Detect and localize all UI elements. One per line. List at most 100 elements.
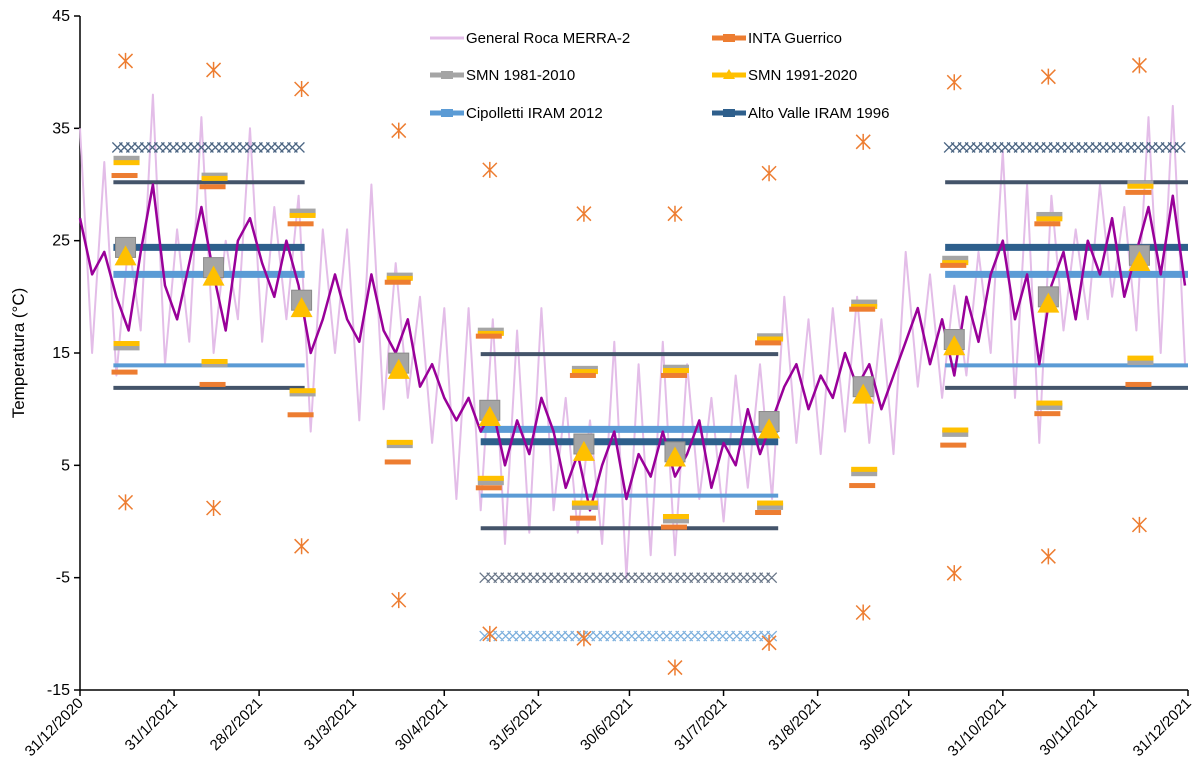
inta-low	[475, 485, 502, 491]
inta-high	[849, 306, 876, 312]
smn91-high	[201, 175, 228, 181]
y-tick-label: 15	[52, 345, 70, 362]
x-tick-label: 30/11/2021	[1036, 695, 1100, 759]
smn91-mean	[1037, 292, 1060, 313]
inta-low	[940, 442, 967, 448]
smn81-low	[1127, 357, 1154, 365]
smn91-low	[1127, 355, 1154, 361]
smn91-high	[386, 275, 413, 281]
inta-abs-max	[1131, 57, 1147, 74]
inta-low	[199, 381, 226, 387]
smn91-mean	[290, 297, 313, 318]
inta-abs-min	[391, 592, 407, 609]
smn91-mean	[478, 406, 501, 427]
inta-abs-max	[761, 165, 777, 182]
smn91-high	[477, 330, 504, 336]
smn91-high	[662, 367, 689, 373]
inta-low	[384, 459, 411, 465]
smn91-mean	[572, 440, 595, 461]
inta-abs-min	[761, 634, 777, 651]
smn91-mean	[1128, 251, 1151, 272]
inta-abs-min	[482, 625, 498, 642]
smn91-low	[201, 358, 228, 364]
inta-high	[755, 340, 782, 346]
y-tick-label: 25	[52, 233, 70, 250]
smn91-mean	[852, 383, 875, 404]
smn91-low	[571, 500, 598, 506]
inta-abs-max	[946, 74, 962, 91]
smn81-high	[289, 208, 316, 216]
inta-abs-max	[667, 205, 683, 222]
inta-abs-max	[1040, 68, 1056, 85]
y-tick-label: 5	[61, 457, 70, 474]
x-tick-label: 30/6/2021	[577, 695, 636, 754]
inta-low	[1034, 411, 1061, 417]
y-tick-label: -5	[56, 570, 70, 587]
y-tick-label: 45	[52, 8, 70, 25]
data-line	[78, 183, 1187, 512]
smn81-low	[477, 478, 504, 486]
smn81-high	[113, 155, 140, 163]
inta-high	[111, 173, 138, 179]
inta-abs-min	[576, 630, 592, 647]
smn91-high	[289, 212, 316, 218]
inta-high	[384, 279, 411, 285]
smn91-low	[477, 475, 504, 481]
inta-high	[199, 184, 226, 190]
legend-label: SMN 1991-2020	[748, 67, 857, 84]
inta-low	[569, 515, 596, 521]
x-tick-label: 31/1/2021	[122, 695, 181, 754]
legend-marker	[441, 71, 453, 79]
inta-high	[287, 221, 314, 227]
smn91-low	[662, 514, 689, 520]
smn81-low	[851, 469, 878, 477]
y-axis-label: Temperatura (°C)	[9, 288, 28, 419]
legend-label: General Roca MERRA-2	[466, 30, 630, 47]
inta-high	[660, 372, 687, 378]
smn91-low	[851, 466, 878, 472]
smn91-high	[113, 160, 140, 166]
smn91-low	[113, 341, 140, 347]
x-tick-label: 30/4/2021	[392, 695, 451, 754]
inta-low	[849, 483, 876, 489]
smn91-low	[1036, 400, 1063, 406]
smn81-high	[1036, 211, 1063, 219]
x-tick-label: 31/3/2021	[301, 695, 360, 754]
data-line	[79, 93, 1186, 579]
x-tick-label: 31/12/2021	[1130, 695, 1195, 760]
inta-abs-max	[482, 161, 498, 178]
smn91-low	[757, 500, 784, 506]
legend-marker	[441, 109, 453, 117]
smn81-low	[113, 343, 140, 351]
inta-low	[287, 412, 314, 418]
smn81-high	[851, 299, 878, 307]
x-tick-label: 31/5/2021	[486, 695, 545, 754]
inta-abs-max	[576, 205, 592, 222]
legend-marker	[723, 69, 735, 79]
smn91-high	[757, 336, 784, 342]
smn91-low	[942, 427, 969, 433]
inta-abs-max	[206, 61, 222, 78]
inta-abs-min	[855, 604, 871, 621]
seasonal-extreme	[479, 630, 778, 642]
smn81-low	[942, 429, 969, 437]
inta-abs-max	[294, 81, 310, 98]
x-tick-label: 31/10/2021	[945, 695, 1010, 760]
inta-abs-min	[1131, 516, 1147, 533]
smn91-mean	[114, 245, 137, 266]
y-tick-label: 35	[52, 120, 70, 137]
inta-abs-min	[946, 565, 962, 582]
legend-marker	[723, 34, 735, 42]
smn91-high	[571, 369, 598, 375]
inta-low	[1125, 381, 1152, 387]
legend-label: Alto Valle IRAM 1996	[748, 105, 889, 122]
seasonal-extreme	[479, 572, 778, 584]
smn91-high	[851, 303, 878, 309]
smn91-mean	[202, 265, 225, 286]
inta-high	[1125, 189, 1152, 195]
inta-abs-min	[206, 500, 222, 517]
smn81-low	[1036, 402, 1063, 410]
x-tick-label: 31/7/2021	[671, 695, 730, 754]
inta-abs-max	[391, 122, 407, 139]
